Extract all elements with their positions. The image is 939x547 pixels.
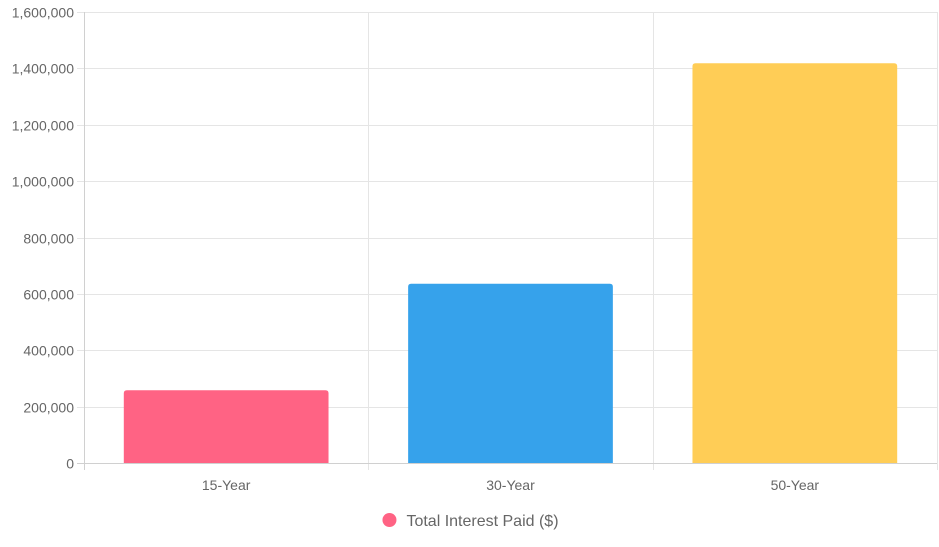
y-tick-label: 1,200,000 xyxy=(12,118,74,134)
x-tick-label: 30-Year xyxy=(486,477,535,493)
y-axis-tick-labels: 0 200,000 400,000 600,000 800,000 1,000,000 1,… xyxy=(12,5,75,472)
bars xyxy=(123,63,898,464)
y-tick-label: 1,600,000 xyxy=(12,5,74,21)
y-tick-label: 1,000,000 xyxy=(12,174,74,190)
x-tick-label: 50-Year xyxy=(771,477,820,493)
x-axis-tick-labels: 15-Year 30-Year 50-Year xyxy=(202,477,820,493)
grid-lines xyxy=(77,12,938,470)
legend-marker-icon[interactable] xyxy=(382,513,397,527)
legend-label[interactable]: Total Interest Paid ($) xyxy=(406,513,558,530)
y-tick-label: 400,000 xyxy=(23,343,74,359)
bar-30-year[interactable] xyxy=(408,283,613,463)
x-tick-label: 15-Year xyxy=(202,477,251,493)
bar-50-year[interactable] xyxy=(692,63,898,464)
y-tick-label: 800,000 xyxy=(23,231,74,247)
y-tick-label: 1,400,000 xyxy=(12,61,74,77)
y-tick-label: 200,000 xyxy=(23,400,74,416)
legend[interactable]: Total Interest Paid ($) xyxy=(382,513,559,530)
y-tick-label: 0 xyxy=(66,456,74,472)
bar-15-year[interactable] xyxy=(123,390,329,463)
y-tick-label: 600,000 xyxy=(23,287,74,303)
